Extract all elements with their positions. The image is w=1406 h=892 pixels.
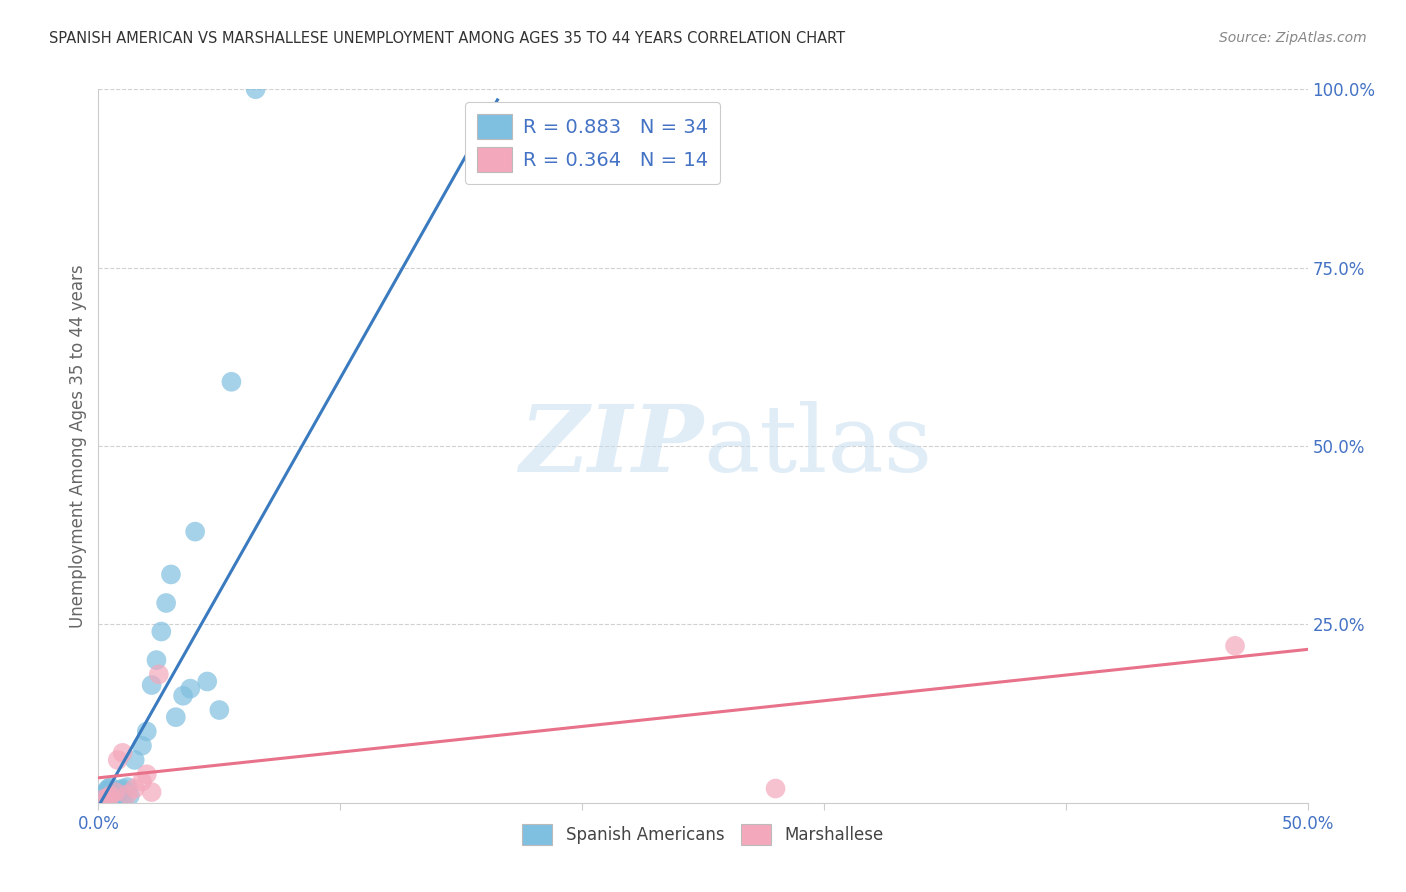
Point bbox=[165, 710, 187, 724]
Point bbox=[117, 780, 139, 794]
Point bbox=[91, 790, 114, 805]
Point bbox=[155, 596, 177, 610]
Point bbox=[100, 780, 122, 794]
Point bbox=[221, 375, 243, 389]
Point bbox=[100, 792, 122, 806]
Point bbox=[131, 774, 153, 789]
Point bbox=[179, 681, 201, 696]
Point bbox=[91, 792, 114, 806]
Point bbox=[91, 789, 114, 803]
Point bbox=[107, 753, 129, 767]
Text: Source: ZipAtlas.com: Source: ZipAtlas.com bbox=[1219, 31, 1367, 45]
Text: atlas: atlas bbox=[703, 401, 932, 491]
Point bbox=[172, 689, 194, 703]
Point bbox=[141, 785, 163, 799]
Point bbox=[101, 789, 124, 803]
Point bbox=[184, 524, 207, 539]
Point bbox=[97, 783, 120, 797]
Point bbox=[124, 753, 146, 767]
Point bbox=[135, 724, 157, 739]
Point bbox=[100, 789, 122, 803]
Point bbox=[245, 82, 267, 96]
Text: ZIP: ZIP bbox=[519, 401, 703, 491]
Point bbox=[208, 703, 231, 717]
Point bbox=[141, 678, 163, 692]
Point bbox=[150, 624, 173, 639]
Point bbox=[104, 785, 127, 799]
Point bbox=[148, 667, 170, 681]
Point bbox=[107, 787, 129, 801]
Point bbox=[90, 792, 112, 806]
Point bbox=[145, 653, 167, 667]
Point bbox=[97, 781, 120, 796]
Point bbox=[195, 674, 218, 689]
Point bbox=[118, 789, 141, 803]
Point bbox=[1223, 639, 1246, 653]
Point bbox=[97, 790, 120, 805]
Point bbox=[135, 767, 157, 781]
Point bbox=[117, 787, 139, 801]
Point bbox=[104, 785, 127, 799]
Point bbox=[94, 787, 117, 801]
Text: SPANISH AMERICAN VS MARSHALLESE UNEMPLOYMENT AMONG AGES 35 TO 44 YEARS CORRELATI: SPANISH AMERICAN VS MARSHALLESE UNEMPLOY… bbox=[49, 31, 845, 46]
Point bbox=[104, 790, 127, 805]
Point bbox=[94, 785, 117, 799]
Point bbox=[765, 781, 787, 796]
Point bbox=[108, 783, 131, 797]
Legend: Spanish Americans, Marshallese: Spanish Americans, Marshallese bbox=[512, 814, 894, 855]
Y-axis label: Unemployment Among Ages 35 to 44 years: Unemployment Among Ages 35 to 44 years bbox=[69, 264, 87, 628]
Point bbox=[124, 781, 146, 796]
Point bbox=[160, 567, 183, 582]
Point bbox=[111, 746, 134, 760]
Point bbox=[111, 781, 134, 796]
Point bbox=[111, 792, 134, 806]
Point bbox=[131, 739, 153, 753]
